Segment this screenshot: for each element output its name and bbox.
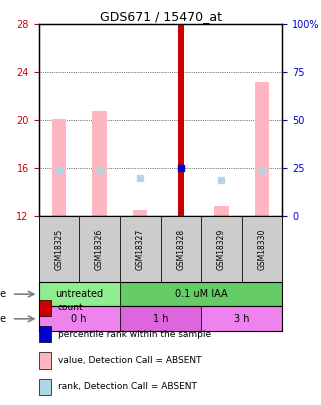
- Bar: [178, 24, 184, 216]
- Bar: [214, 207, 229, 216]
- FancyBboxPatch shape: [160, 216, 201, 282]
- Bar: [92, 111, 107, 216]
- FancyBboxPatch shape: [39, 307, 120, 331]
- Text: percentile rank within the sample: percentile rank within the sample: [58, 330, 211, 339]
- FancyBboxPatch shape: [201, 216, 242, 282]
- Text: 1 h: 1 h: [153, 314, 168, 324]
- FancyBboxPatch shape: [201, 307, 282, 331]
- Text: 3 h: 3 h: [234, 314, 249, 324]
- Text: GSM18327: GSM18327: [136, 228, 145, 270]
- Text: 0.1 uM IAA: 0.1 uM IAA: [175, 289, 228, 299]
- Text: GSM18325: GSM18325: [54, 228, 63, 270]
- Text: GSM18328: GSM18328: [176, 228, 185, 269]
- Text: 0 h: 0 h: [72, 314, 87, 324]
- Text: GSM18326: GSM18326: [95, 228, 104, 270]
- Bar: [255, 82, 269, 216]
- Text: time: time: [0, 314, 7, 324]
- Title: GDS671 / 15470_at: GDS671 / 15470_at: [100, 10, 221, 23]
- Bar: [52, 119, 66, 216]
- Text: dose: dose: [0, 289, 7, 299]
- Text: untreated: untreated: [55, 289, 103, 299]
- FancyBboxPatch shape: [39, 216, 79, 282]
- FancyBboxPatch shape: [120, 282, 282, 307]
- FancyBboxPatch shape: [39, 282, 120, 307]
- Text: rank, Detection Call = ABSENT: rank, Detection Call = ABSENT: [58, 382, 197, 391]
- Text: count: count: [58, 303, 83, 312]
- FancyBboxPatch shape: [79, 216, 120, 282]
- FancyBboxPatch shape: [120, 307, 201, 331]
- Text: GSM18330: GSM18330: [258, 228, 267, 270]
- Bar: [133, 210, 147, 216]
- Text: value, Detection Call = ABSENT: value, Detection Call = ABSENT: [58, 356, 201, 365]
- Text: GSM18329: GSM18329: [217, 228, 226, 270]
- FancyBboxPatch shape: [242, 216, 282, 282]
- FancyBboxPatch shape: [120, 216, 160, 282]
